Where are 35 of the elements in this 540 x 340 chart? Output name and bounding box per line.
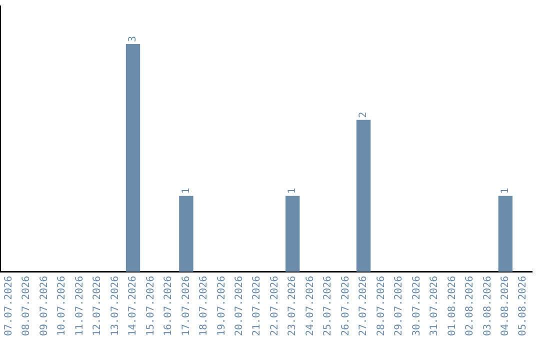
x-tick-label: 23.07.2026 [287, 276, 298, 336]
x-tick-label: 26.07.2026 [340, 276, 352, 336]
x-tick-label: 22.07.2026 [269, 276, 280, 336]
x-tick-label: 03.08.2026 [482, 276, 494, 336]
x-tick-label: 11.07.2026 [74, 276, 86, 336]
x-tick-label: 30.07.2026 [411, 276, 422, 336]
x-tick-label: 31.07.2026 [429, 276, 440, 336]
x-tick-label: 13.07.2026 [110, 276, 121, 336]
x-tick-label: 28.07.2026 [376, 276, 387, 336]
x-tick-label: 08.07.2026 [21, 276, 32, 336]
x-tick-label: 17.07.2026 [180, 276, 192, 336]
x-tick-label: 20.07.2026 [234, 276, 245, 336]
x-tick-label: 12.07.2026 [92, 276, 104, 336]
x-tick-label: 27.07.2026 [358, 276, 370, 336]
x-tick-label: 04.08.2026 [500, 276, 511, 336]
x-tick-label: 01.08.2026 [446, 276, 458, 336]
data-label: 1 [500, 188, 511, 194]
x-tick-label: 02.08.2026 [464, 276, 476, 336]
data-label: 2 [358, 112, 370, 118]
data-label: 1 [180, 188, 192, 194]
x-tick-label: 19.07.2026 [216, 276, 228, 336]
x-tick-label: 10.07.2026 [56, 276, 68, 336]
x-tick-label: 16.07.2026 [163, 276, 174, 336]
data-label: 3 [128, 36, 139, 42]
x-tick-label: 09.07.2026 [38, 276, 50, 336]
data-label: 1 [287, 188, 298, 194]
x-tick-label: 29.07.2026 [394, 276, 405, 336]
x-tick-label: 14.07.2026 [128, 276, 139, 336]
x-tick-label: 05.08.2026 [518, 276, 529, 336]
x-tick-label: 18.07.2026 [198, 276, 210, 336]
x-tick-label: 21.07.2026 [252, 276, 263, 336]
x-tick-label: 25.07.2026 [322, 276, 334, 336]
x-tick-label: 24.07.2026 [304, 276, 316, 336]
x-tick-label: 15.07.2026 [145, 276, 156, 336]
x-tick-label: 07.07.2026 [3, 276, 14, 336]
